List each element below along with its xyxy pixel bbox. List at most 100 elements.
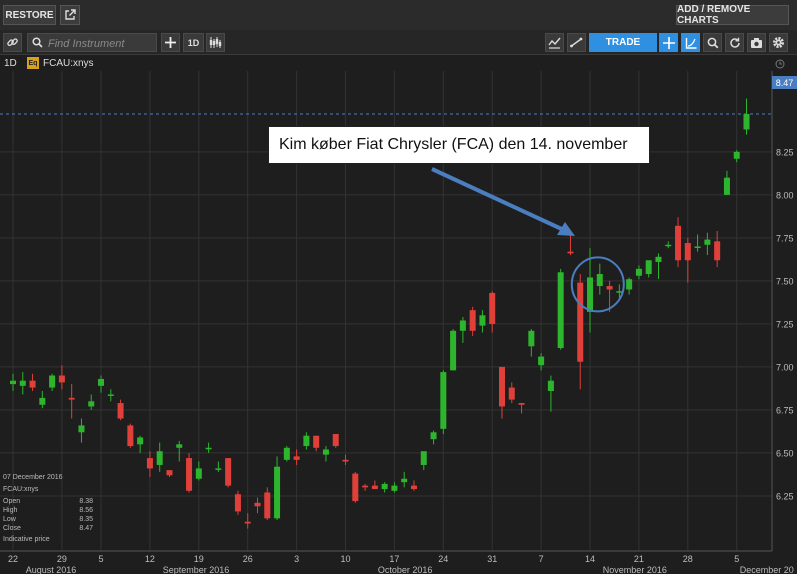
y-tick-label: 6.25 <box>776 491 794 501</box>
month-label: November 2016 <box>603 565 667 574</box>
candle <box>39 391 46 409</box>
candle-body <box>469 310 476 331</box>
month-label: August 2016 <box>26 565 77 574</box>
candle <box>489 291 496 333</box>
candle <box>547 375 554 412</box>
crosshair-button[interactable] <box>659 33 678 52</box>
candle-body <box>186 458 193 491</box>
y-tick-label: 6.75 <box>776 405 794 415</box>
candle <box>606 280 613 312</box>
candle-body <box>215 468 222 470</box>
equity-badge: Eq <box>27 57 39 69</box>
candle-body <box>518 403 525 405</box>
candle-body <box>635 268 642 276</box>
candle-body <box>675 225 682 261</box>
candle-body <box>225 458 232 486</box>
x-tick-label: 28 <box>683 554 693 564</box>
crosshair-icon <box>662 36 675 49</box>
candle <box>107 389 114 402</box>
month-label: October 2016 <box>378 565 433 574</box>
candle-body <box>127 425 134 447</box>
axis-button[interactable] <box>681 33 700 52</box>
candle-body <box>655 256 662 262</box>
candle-body <box>567 251 574 254</box>
candle <box>137 435 144 453</box>
search-input[interactable] <box>46 34 158 53</box>
restore-button[interactable]: RESTORE <box>3 5 56 25</box>
candle-body <box>508 387 515 400</box>
popout-button[interactable] <box>60 5 80 25</box>
candle-body <box>391 485 398 491</box>
clock-icon[interactable] <box>775 59 785 69</box>
candle <box>655 253 662 280</box>
search-icon <box>32 37 43 48</box>
zoom-icon <box>707 37 718 48</box>
x-tick-label: 19 <box>194 554 204 564</box>
candle-body <box>684 243 691 261</box>
candle-body <box>78 425 85 433</box>
add-remove-charts-button[interactable]: ADD / REMOVE CHARTS <box>676 4 789 26</box>
month-label: September 2016 <box>163 565 230 574</box>
candle-body <box>577 282 584 362</box>
chart-type-button[interactable] <box>206 33 225 52</box>
candle-body <box>489 292 496 324</box>
candlestick-icon <box>209 37 222 48</box>
candle-body <box>557 272 564 348</box>
candle <box>166 470 173 478</box>
chart-toolbar: 1D TRADE <box>0 30 797 55</box>
candle <box>342 454 349 465</box>
arrow-head <box>557 222 575 236</box>
info-close-value: 8.47 <box>79 525 93 532</box>
info-high-row: High 8.56 <box>3 506 93 515</box>
y-tick-label: 8.25 <box>776 147 794 157</box>
link-icon <box>7 38 18 47</box>
info-close-label: Close <box>3 525 21 532</box>
candle-body <box>626 279 633 290</box>
y-tick-label: 7.00 <box>776 362 794 372</box>
candle-body <box>479 315 486 326</box>
restore-label: RESTORE <box>5 9 54 21</box>
candle <box>626 277 633 295</box>
instrument-search[interactable] <box>27 33 158 53</box>
x-tick-label: 29 <box>57 554 67 564</box>
candle-body <box>29 380 36 388</box>
x-tick-label: 5 <box>99 554 104 564</box>
zoom-button[interactable] <box>703 33 722 52</box>
x-tick-label: 5 <box>734 554 739 564</box>
link-button[interactable] <box>3 33 22 52</box>
candle <box>205 442 212 453</box>
candle-body <box>665 244 672 247</box>
add-remove-label: ADD / REMOVE CHARTS <box>677 4 751 26</box>
indicators-button[interactable] <box>545 33 564 52</box>
x-tick-label: 22 <box>8 554 18 564</box>
add-instrument-button[interactable] <box>161 33 180 52</box>
snapshot-button[interactable] <box>747 33 766 52</box>
candle <box>665 241 672 249</box>
refresh-button[interactable] <box>725 33 744 52</box>
highlight-circle <box>570 256 625 313</box>
legend-interval: 1D <box>4 58 17 69</box>
candle-body <box>714 241 721 261</box>
candle <box>215 461 222 472</box>
x-tick-label: 21 <box>634 554 644 564</box>
trade-button[interactable]: TRADE <box>589 33 657 52</box>
candle <box>616 284 623 299</box>
info-low-label: Low <box>3 516 16 523</box>
candle-body <box>342 459 349 462</box>
candle-body <box>68 397 75 400</box>
candle-body <box>371 485 378 490</box>
settings-button[interactable] <box>769 33 788 52</box>
candle <box>381 482 388 493</box>
draw-line-button[interactable] <box>567 33 586 52</box>
candle-body <box>234 494 241 512</box>
candle-body <box>254 502 261 507</box>
candle-body <box>616 291 623 293</box>
candle <box>508 382 515 404</box>
interval-button[interactable]: 1D <box>183 33 204 52</box>
candle <box>469 306 476 336</box>
x-tick-label: 10 <box>341 554 351 564</box>
candle <box>244 513 251 529</box>
candle-body <box>205 447 212 450</box>
candle <box>225 458 232 488</box>
candle-body <box>401 478 408 483</box>
